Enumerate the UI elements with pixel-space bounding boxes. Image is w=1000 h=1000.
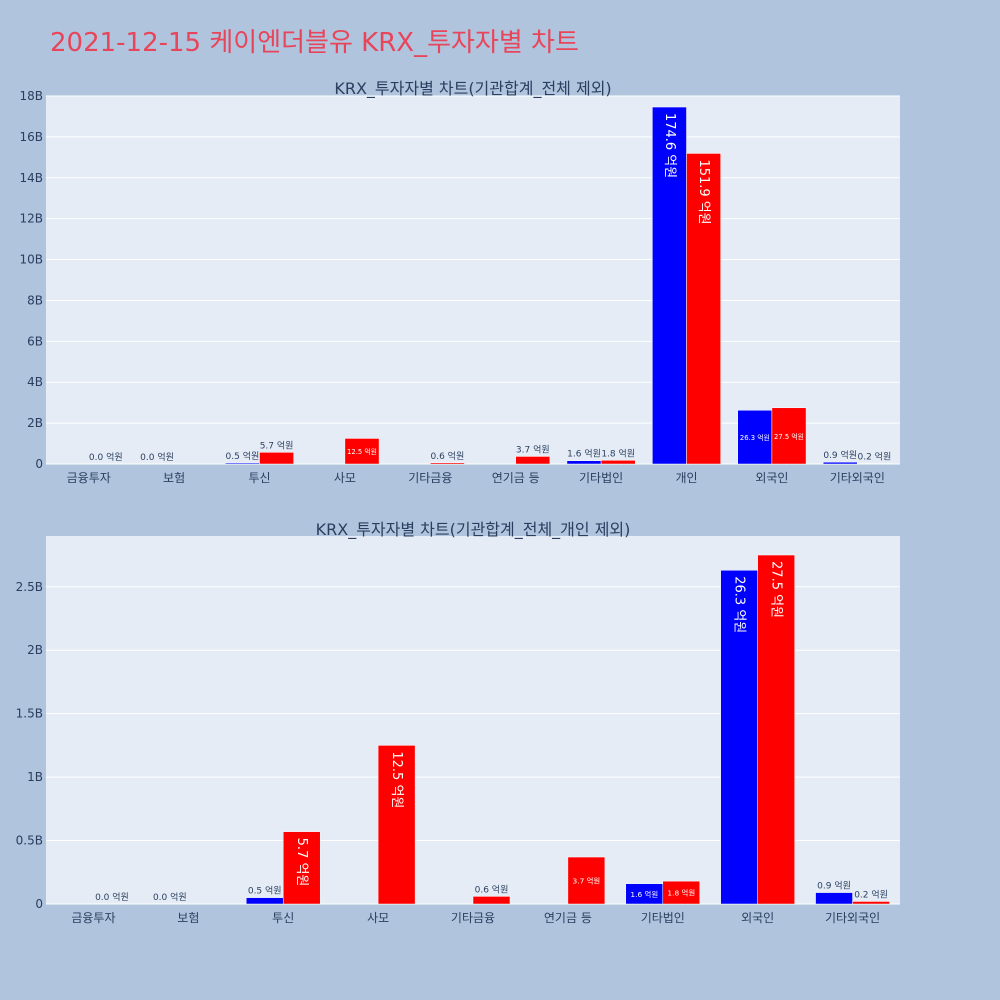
x-tick-label: 기타법인 (579, 471, 623, 485)
y-tick-label: 0 (35, 457, 43, 471)
chart-top: 0 2B 4B 6B 8B 10B 12B 14B 16B 18B KRX_투자자별 차트(기관합계… (19, 79, 900, 485)
y-tick-label: 0.5B (16, 834, 43, 848)
data-label: 0.6 억원 (475, 883, 509, 895)
y-tick-label: 0 (35, 897, 43, 911)
sell-bar (757, 554, 795, 905)
sell-bar (377, 745, 416, 905)
plot-area (46, 96, 900, 464)
y-tick-label: 4B (27, 375, 43, 389)
buy-bar (737, 409, 773, 465)
y-tick-label: 1.5B (16, 707, 43, 721)
data-label: 5.7 억원 (260, 439, 294, 451)
sell-bar (472, 896, 511, 905)
buy-bar (815, 892, 853, 905)
data-label: 3.7 억원 (516, 443, 550, 455)
x-tick-label: 연기금 등 (544, 911, 592, 925)
y-tick-label: 12B (19, 212, 43, 226)
data-label: 0.9 억원 (817, 880, 851, 892)
data-label: 1.6 억원 (567, 448, 601, 460)
y-tick-label: 2B (27, 643, 43, 657)
data-label: 0.0 억원 (95, 891, 129, 903)
x-tick-label: 사모 (334, 471, 356, 485)
data-label: 27.5 억원 (774, 432, 804, 441)
page-title: 2021-12-15 케이엔더블유 KRX_투자자별 차트 (50, 28, 579, 58)
sell-bar (600, 460, 636, 465)
y-tick-label: 8B (27, 293, 43, 307)
buy-bar (245, 897, 284, 905)
data-label: 12.5 억원 (347, 447, 377, 456)
data-label: 0.9 억원 (823, 449, 857, 461)
data-label: 0.2 억원 (854, 888, 888, 900)
y-tick-label: 16B (19, 130, 43, 144)
x-tick-label: 기타외국인 (825, 911, 880, 925)
data-label: 0.0 억원 (140, 451, 174, 463)
y-tick-label: 6B (27, 334, 43, 348)
x-tick-label: 금융투자 (71, 911, 115, 925)
x-tick-label: 기타외국인 (830, 471, 885, 485)
buy-bar (822, 461, 858, 465)
y-tick-label: 10B (19, 253, 43, 267)
data-label: 3.7 억원 (573, 877, 601, 886)
y-tick-label: 1B (27, 770, 43, 784)
y-tick-label: 14B (19, 171, 43, 185)
sell-bar (567, 856, 606, 905)
data-label: 27.5 억원 (769, 561, 784, 618)
y-tick-label: 2.5B (16, 580, 43, 594)
sell-bar (686, 153, 721, 465)
x-tick-label: 기타금융 (408, 471, 452, 485)
data-label: 12.5 억원 (389, 751, 404, 808)
data-label: 1.8 억원 (667, 889, 695, 898)
y-tick-label: 18B (19, 89, 43, 103)
data-label: 0.0 억원 (153, 891, 187, 903)
x-tick-label: 투신 (248, 471, 270, 485)
x-tick-label: 보험 (163, 471, 185, 485)
data-label: 26.3 억원 (740, 433, 770, 442)
x-tick-label: 외국인 (755, 471, 788, 485)
sell-bar (515, 456, 551, 465)
sell-bar (344, 438, 380, 465)
x-tick-label: 외국인 (741, 911, 774, 925)
sell-bar (259, 452, 294, 465)
x-tick-label: 사모 (367, 911, 389, 925)
x-tick-label: 개인 (675, 471, 697, 485)
y-tick-label: 2B (27, 416, 43, 430)
data-label: 0.5 억원 (248, 885, 282, 897)
data-label: 26.3 억원 (732, 576, 747, 633)
data-label: 0.0 억원 (89, 451, 123, 463)
x-tick-label: 기타금융 (451, 911, 495, 925)
x-tick-label: 연기금 등 (492, 471, 540, 485)
x-tick-label: 투신 (272, 911, 294, 925)
buy-bar (720, 570, 758, 905)
sell-bar (430, 462, 465, 465)
data-label: 0.6 억원 (431, 450, 465, 462)
sell-bar (662, 880, 701, 905)
data-label: 174.6 억원 (662, 113, 677, 178)
x-tick-label: 기타법인 (641, 911, 685, 925)
sell-bar (771, 407, 807, 465)
x-tick-label: 보험 (177, 911, 199, 925)
data-label: 1.6 억원 (630, 890, 658, 899)
sell-bar (282, 831, 321, 905)
data-label: 151.9 억원 (696, 159, 711, 224)
x-tick-label: 금융투자 (67, 471, 111, 485)
chart-title: KRX_투자자별 차트(기관합계_전체_개인 제외) (316, 520, 631, 540)
data-label: 5.7 억원 (294, 838, 309, 887)
data-label: 0.2 억원 (858, 451, 892, 463)
chart-title: KRX_투자자별 차트(기관합계_전체 제외) (334, 79, 611, 99)
sell-bar (852, 901, 890, 905)
buy-bar (652, 106, 687, 465)
data-label: 1.8 억원 (601, 447, 635, 459)
data-label: 0.5 억원 (226, 450, 260, 462)
